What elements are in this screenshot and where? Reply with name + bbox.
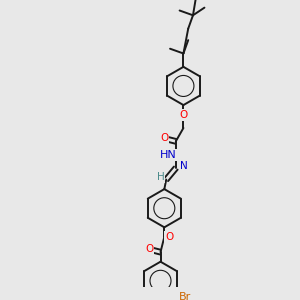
Text: O: O [160, 134, 169, 143]
Text: HN: HN [160, 150, 176, 160]
Text: O: O [165, 232, 173, 242]
Text: Br: Br [178, 292, 191, 300]
Text: N: N [180, 161, 187, 171]
Text: O: O [179, 110, 188, 120]
Text: O: O [145, 244, 153, 254]
Text: H: H [157, 172, 164, 182]
